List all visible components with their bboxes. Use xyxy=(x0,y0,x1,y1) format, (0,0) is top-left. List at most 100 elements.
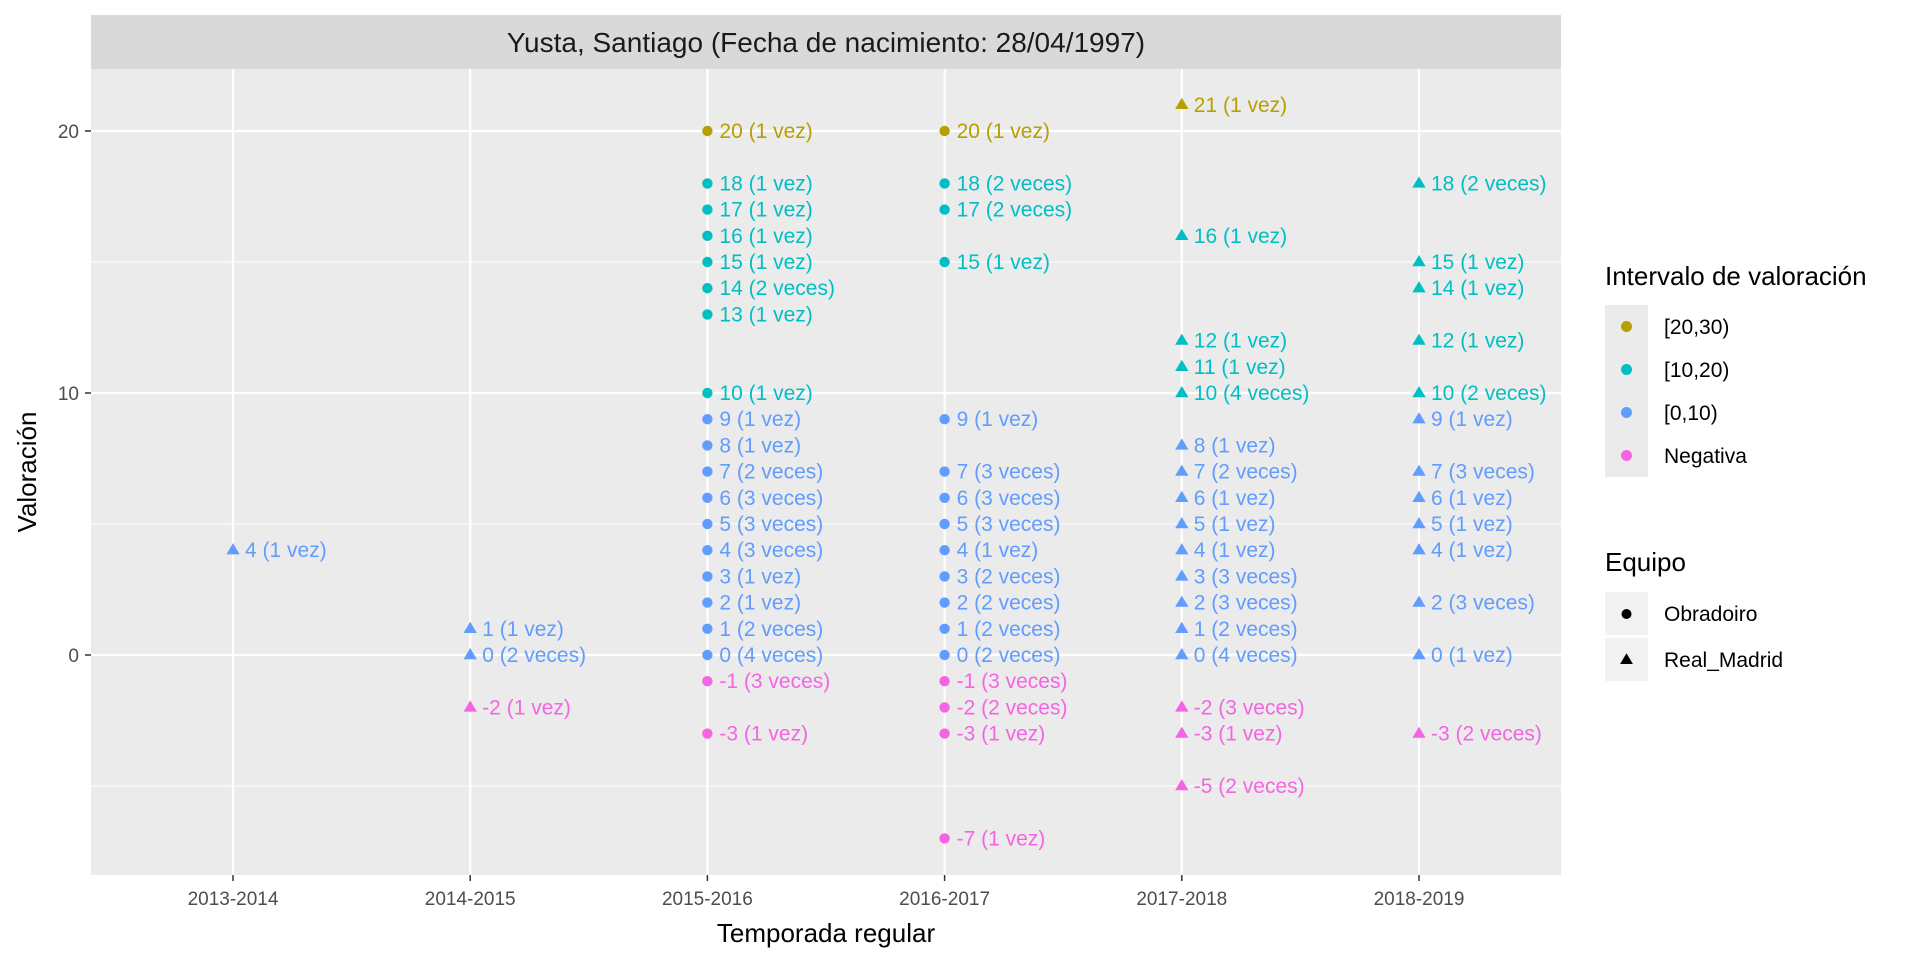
data-point xyxy=(939,728,950,739)
data-point xyxy=(939,597,950,608)
data-label: 1 (2 veces) xyxy=(1194,618,1298,641)
data-label: 18 (2 veces) xyxy=(957,172,1073,195)
data-label: 2 (3 veces) xyxy=(1194,592,1298,615)
data-label: 4 (1 vez) xyxy=(245,539,327,562)
data-point xyxy=(1412,490,1426,503)
legend-swatch xyxy=(1621,407,1632,418)
data-point xyxy=(702,518,713,530)
legend-color: Intervalo de valoración [20,30) [10,20) [0… xyxy=(1605,261,1867,477)
data-label: -2 (3 veces) xyxy=(1194,696,1305,719)
data-label: -3 (1 vez) xyxy=(719,723,808,746)
data-point xyxy=(1412,412,1426,424)
data-point xyxy=(1175,569,1189,581)
data-point xyxy=(1175,726,1189,738)
data-label: 21 (1 vez) xyxy=(1194,94,1287,117)
data-point xyxy=(702,492,713,503)
data-label: 20 (1 vez) xyxy=(719,120,812,143)
data-labels: 4 (1 vez) 1 (1 vez) 0 (2 veces) -2 (1 vez) 2… xyxy=(245,94,1547,851)
legend-shape-label: Real_Madrid xyxy=(1664,649,1783,672)
data-point xyxy=(1175,490,1189,503)
data-point xyxy=(1175,464,1189,476)
chart-title: Yusta, Santiago (Fecha de nacimiento: 28… xyxy=(507,27,1145,58)
data-label: -7 (1 vez) xyxy=(957,827,1046,850)
data-label: 0 (1 vez) xyxy=(1431,644,1513,667)
data-label: 4 (3 veces) xyxy=(719,539,823,562)
data-label: 9 (1 vez) xyxy=(719,408,801,431)
data-label: 17 (1 vez) xyxy=(719,199,812,222)
data-point xyxy=(1175,97,1189,110)
data-point xyxy=(702,204,713,215)
data-point xyxy=(1412,281,1426,293)
data-point xyxy=(939,178,950,189)
data-point xyxy=(463,700,477,712)
data-label: 0 (4 veces) xyxy=(1194,644,1298,667)
data-label: 17 (2 veces) xyxy=(957,199,1073,222)
x-tick-label: 2015-2016 xyxy=(662,889,753,910)
data-point xyxy=(1175,228,1189,241)
legend-color-title: Intervalo de valoración xyxy=(1605,261,1867,291)
y-tick-labels: 0 10 20 xyxy=(58,122,79,667)
data-label: 8 (1 vez) xyxy=(1194,434,1276,457)
data-label: 7 (2 veces) xyxy=(1194,461,1298,484)
legend-shape: Equipo Obradoiro Real_Madrid xyxy=(1605,547,1783,681)
data-point xyxy=(1175,647,1189,660)
data-label: 6 (3 veces) xyxy=(719,487,823,510)
facet-strip xyxy=(91,15,1561,69)
axis-ticks xyxy=(85,130,1420,881)
data-point xyxy=(939,414,950,425)
data-label: 5 (1 vez) xyxy=(1431,513,1513,536)
data-label: 10 (4 veces) xyxy=(1194,382,1310,405)
data-label: 4 (1 vez) xyxy=(957,539,1039,562)
data-point xyxy=(1412,385,1426,398)
data-point xyxy=(1412,333,1426,345)
data-point xyxy=(702,256,713,268)
data-point xyxy=(1412,647,1426,660)
data-label: 5 (3 veces) xyxy=(957,513,1061,536)
data-points xyxy=(226,97,1426,844)
data-label: 18 (1 vez) xyxy=(719,172,812,195)
data-point xyxy=(1175,778,1189,791)
data-point xyxy=(702,728,713,739)
data-label: 3 (3 veces) xyxy=(1194,565,1298,588)
data-label: 14 (1 vez) xyxy=(1431,277,1524,300)
data-label: 10 (2 veces) xyxy=(1431,382,1547,405)
data-point xyxy=(1412,254,1426,267)
data-label: -2 (2 veces) xyxy=(957,696,1068,719)
x-tick-labels: 2013-2014 2014-2015 2015-2016 2016-2017 2017… xyxy=(188,889,1465,910)
legend-shape-label: Obradoiro xyxy=(1664,603,1757,626)
data-point xyxy=(1412,464,1426,476)
data-point xyxy=(939,545,950,556)
data-point xyxy=(702,545,713,556)
legend-shape-swatch xyxy=(1620,653,1633,665)
data-label: 0 (4 veces) xyxy=(719,644,823,667)
data-label: 4 (1 vez) xyxy=(1431,539,1513,562)
data-label: 6 (3 veces) xyxy=(957,487,1061,510)
data-point xyxy=(702,571,713,582)
y-tick-label: 20 xyxy=(58,122,79,143)
data-point xyxy=(702,676,713,687)
data-point xyxy=(939,466,950,477)
data-point xyxy=(1412,595,1426,607)
data-point xyxy=(939,623,950,634)
y-tick-label: 0 xyxy=(68,646,79,667)
data-label: -3 (1 vez) xyxy=(957,723,1046,746)
data-point xyxy=(702,440,713,451)
data-point xyxy=(1412,516,1426,529)
legend-swatch xyxy=(1621,321,1632,332)
data-point xyxy=(702,178,713,189)
y-tick-label: 10 xyxy=(58,384,79,405)
data-label: 15 (1 vez) xyxy=(957,251,1050,274)
legend-shape-title: Equipo xyxy=(1605,547,1686,577)
data-point xyxy=(702,230,713,241)
data-point xyxy=(702,597,713,608)
data-label: 0 (2 veces) xyxy=(482,644,586,667)
data-label: 5 (1 vez) xyxy=(1194,513,1276,536)
data-point xyxy=(1175,438,1189,450)
data-point xyxy=(1175,359,1189,372)
data-label: 6 (1 vez) xyxy=(1194,487,1276,510)
data-label: 2 (2 veces) xyxy=(957,592,1061,615)
data-point xyxy=(1175,516,1189,529)
data-point xyxy=(939,833,950,844)
data-point xyxy=(1175,595,1189,607)
